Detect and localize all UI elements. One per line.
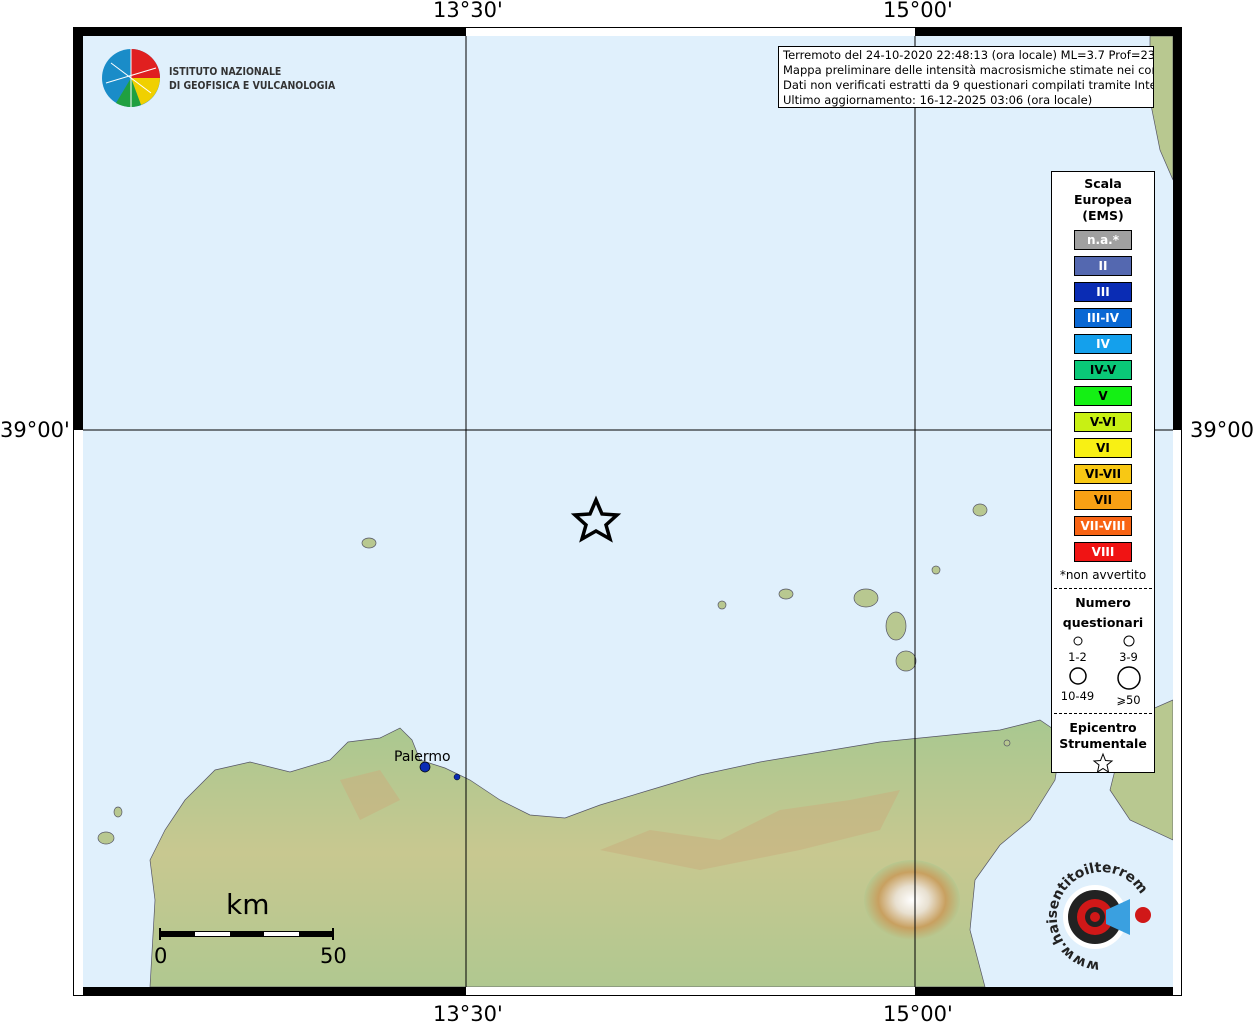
legend-swatch: V	[1074, 386, 1132, 406]
legend-swatch: IV-V	[1074, 360, 1132, 380]
tick-left: 39°00'	[0, 418, 70, 442]
info-line: Terremoto del 24-10-2020 22:48:13 (ora l…	[783, 48, 1154, 62]
tick-top-2: 15°00'	[883, 0, 953, 22]
legend-swatch: VI-VII	[1074, 464, 1132, 484]
scale-unit: km	[226, 888, 270, 921]
legend: Scala Europea (EMS) n.a.* II III III-IV IV IV…	[1051, 171, 1155, 774]
legend-swatch: II	[1074, 256, 1132, 276]
place-label-palermo: Palermo	[394, 749, 451, 765]
size-10-49: 10-49	[1052, 666, 1103, 707]
event-info-box: Terremoto del 24-10-2020 22:48:13 (ora l…	[778, 46, 1154, 108]
epicenter-star-icon[interactable]	[570, 495, 622, 543]
legend-swatch: n.a.*	[1074, 230, 1132, 250]
scale-max: 50	[320, 944, 347, 968]
legend-swatch: VIII	[1074, 542, 1132, 562]
ingv-logo: ISTITUTO NAZIONALE DI GEOFISICA E VULCAN…	[101, 48, 365, 110]
size-1-2: 1-2	[1052, 635, 1103, 664]
logo-line1: ISTITUTO NAZIONALE	[169, 65, 282, 78]
islands	[97, 503, 1011, 845]
size-3-9: 3-9	[1103, 635, 1154, 664]
info-line: Mappa preliminare delle intensità macros…	[783, 63, 1154, 77]
logo-line2: DI GEOFISICA E VULCANOLOGIA	[169, 79, 336, 92]
tick-right: 39°00'	[1190, 418, 1255, 442]
numero-title: questionari	[1062, 615, 1144, 630]
mountains	[340, 770, 900, 870]
palermo-marker[interactable]	[419, 761, 431, 773]
frame-white-segment	[466, 987, 915, 995]
intensity-marker[interactable]	[453, 773, 461, 781]
frame-white-segment	[1173, 430, 1181, 995]
haisentito-logo[interactable]: www.haisentitoilterremoto.it	[1025, 843, 1160, 980]
frame-white-segment	[74, 430, 83, 995]
star-icon	[1092, 752, 1114, 774]
frame-white-segment	[466, 28, 915, 36]
map-area[interactable]	[83, 36, 1173, 987]
divider	[1054, 588, 1152, 589]
size-50-plus: ⩾50	[1103, 666, 1154, 707]
tick-top-1: 13°30'	[433, 0, 503, 22]
legend-swatch: VII-VIII	[1074, 516, 1132, 536]
divider	[1054, 713, 1152, 714]
legend-note: *non avvertito	[1059, 568, 1147, 582]
scale-bar	[159, 928, 334, 940]
legend-swatch: III-IV	[1074, 308, 1132, 328]
tick-bottom-1: 13°30'	[433, 1002, 503, 1026]
legend-swatch: III	[1074, 282, 1132, 302]
legend-swatch: V-VI	[1074, 412, 1132, 432]
legend-title: Europea	[1073, 192, 1133, 207]
legend-swatch: IV	[1074, 334, 1132, 354]
etna	[864, 860, 960, 940]
numero-title: Numero	[1075, 595, 1131, 610]
target-megaphone-icon: www.haisentitoilterremoto.it	[1025, 843, 1151, 974]
legend-title: (EMS)	[1082, 208, 1124, 223]
legend-swatch: VII	[1074, 490, 1132, 510]
legend-swatch: VI	[1074, 438, 1132, 458]
epicentro-title: Epicentro	[1069, 720, 1137, 735]
scale-min: 0	[154, 944, 168, 968]
info-line: Ultimo aggiornamento: 16-12-2025 03:06 (…	[783, 93, 1093, 107]
legend-title: Scala	[1084, 176, 1122, 191]
tick-bottom-2: 15°00'	[883, 1002, 953, 1026]
epicentro-title: Strumentale	[1059, 736, 1147, 751]
info-line: Dati non verificati estratti da 9 questi…	[783, 78, 1154, 92]
globe-icon	[102, 49, 160, 107]
